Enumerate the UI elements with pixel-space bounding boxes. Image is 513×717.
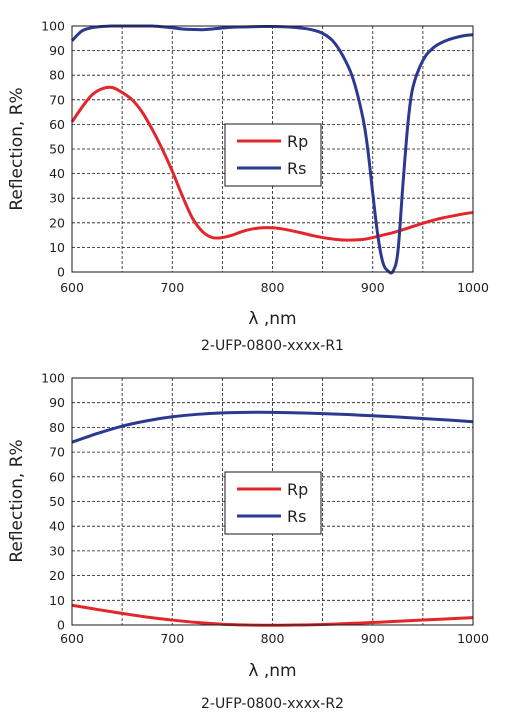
x-tick-label: 900 [361, 280, 385, 295]
y-tick-label: 0 [57, 618, 65, 633]
y-tick-label: 0 [57, 265, 65, 280]
y-tick-label: 100 [41, 371, 65, 386]
legend-box [224, 471, 322, 535]
y-axis-label: Reflection, R% [7, 439, 27, 562]
x-tick-label: 1000 [457, 280, 489, 295]
chart-caption: 2-UFP-0800-xxxx-R2 [201, 696, 344, 712]
x-tick-label: 700 [160, 280, 184, 295]
y-tick-label: 30 [49, 191, 65, 206]
legend: Rp Rs [224, 471, 322, 535]
x-tick-labels: 600 700 800 900 1000 [60, 631, 489, 646]
legend: Rp Rs [224, 123, 322, 187]
y-tick-label: 50 [49, 142, 65, 157]
x-tick-label: 800 [261, 280, 285, 295]
y-tick-label: 70 [49, 445, 65, 460]
legend-label-rp: Rp [287, 132, 308, 151]
y-tick-label: 70 [49, 92, 65, 107]
y-tick-label: 10 [49, 240, 65, 255]
x-tick-label: 600 [60, 280, 84, 295]
y-tick-labels: 0 10 20 30 40 50 60 70 80 90 100 [41, 19, 65, 280]
y-tick-label: 10 [49, 593, 65, 608]
legend-label-rp: Rp [287, 480, 308, 499]
y-tick-label: 50 [49, 494, 65, 509]
x-axis-label: λ ,nm [248, 661, 296, 681]
y-tick-label: 20 [49, 215, 65, 230]
y-tick-label: 100 [41, 19, 65, 34]
x-tick-label: 1000 [457, 631, 489, 646]
y-tick-labels: 0 10 20 30 40 50 60 70 80 90 100 [41, 371, 65, 633]
x-tick-label: 900 [361, 631, 385, 646]
plot-frame [71, 25, 474, 273]
series-line-rp [70, 85, 474, 242]
chart-caption: 2-UFP-0800-xxxx-R1 [201, 338, 344, 352]
y-tick-label: 90 [49, 43, 65, 58]
y-tick-label: 40 [49, 519, 65, 534]
legend-label-rs: Rs [287, 159, 306, 178]
y-tick-label: 40 [49, 166, 65, 181]
x-axis-label: λ ,nm [248, 309, 296, 329]
y-tick-label: 60 [49, 117, 65, 132]
y-tick-label: 80 [49, 68, 65, 83]
y-tick-label: 20 [49, 568, 65, 583]
x-tick-label: 800 [261, 631, 285, 646]
y-tick-label: 80 [49, 420, 65, 435]
plot-frame [71, 377, 474, 626]
x-tick-labels: 600 700 800 900 1000 [60, 280, 489, 295]
y-tick-label: 30 [49, 543, 65, 558]
legend-box [224, 123, 322, 187]
x-tick-label: 600 [60, 631, 84, 646]
series-line-rs [71, 410, 474, 444]
x-tick-label: 700 [160, 631, 184, 646]
y-tick-label: 90 [49, 395, 65, 410]
y-tick-label: 60 [49, 469, 65, 484]
legend-label-rs: Rs [287, 507, 306, 526]
y-axis-label: Reflection, R% [7, 87, 27, 210]
